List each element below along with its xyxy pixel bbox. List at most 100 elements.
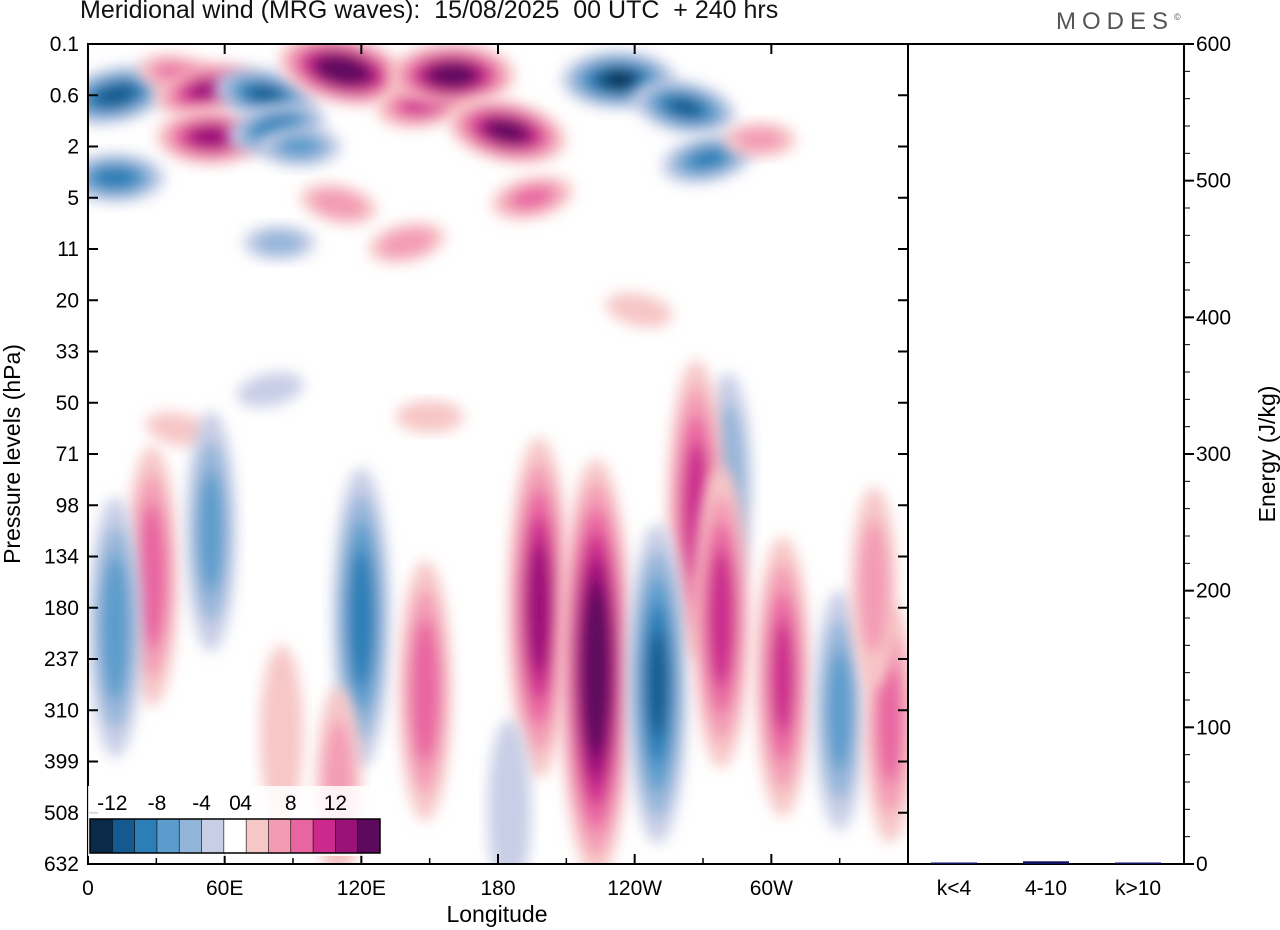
contour-feature xyxy=(605,292,673,328)
contour-feature xyxy=(242,225,316,261)
colorbar-label: 12 xyxy=(324,792,347,815)
modes-logo-text: MODES xyxy=(1056,8,1175,35)
modes-logo: MODES© xyxy=(1056,8,1181,36)
colorbar-label: -8 xyxy=(148,792,167,815)
contour-level xyxy=(410,618,440,764)
contour-level xyxy=(605,292,673,328)
energy-bar xyxy=(931,862,977,864)
contour-level xyxy=(236,372,304,408)
energy-category-label: k>10 xyxy=(1115,877,1161,900)
energy-tick-label: 300 xyxy=(1196,443,1231,466)
contour-level xyxy=(771,620,794,733)
colorbar-label: 4 xyxy=(240,792,252,815)
colorbar-label: -12 xyxy=(97,792,127,815)
contour-feature xyxy=(279,44,408,106)
contour-level xyxy=(735,127,785,152)
energy-category-label: 4-10 xyxy=(1025,877,1067,900)
colorbar-swatch xyxy=(335,819,359,853)
contour-feature xyxy=(390,44,515,108)
contour-level xyxy=(198,471,224,592)
longitude-tick-label: 0 xyxy=(82,877,94,900)
chart-title: Meridional wind (MRG waves): 15/08/2025 … xyxy=(80,0,779,24)
pressure-tick-label: 310 xyxy=(44,699,79,722)
colorbar-label: 0 xyxy=(229,792,241,815)
pressure-axis: 0.1 0.6 2 5 11 20 33 50 71 98 134 180 237 310 399 508 63… xyxy=(44,33,908,876)
energy-panel-frame xyxy=(907,43,1185,865)
pressure-tick-label: 632 xyxy=(44,853,79,876)
energy-tick-label: 500 xyxy=(1196,170,1231,193)
colorbar-swatch xyxy=(179,819,203,853)
colorbar-swatch xyxy=(313,819,336,853)
colorbar-label: -4 xyxy=(192,792,211,815)
energy-category-label: k<4 xyxy=(937,877,972,900)
energy-tick-label: 200 xyxy=(1196,580,1231,603)
contour-level xyxy=(647,630,668,738)
pressure-tick-label: 0.6 xyxy=(50,84,79,107)
contour-feature xyxy=(88,153,165,203)
contour-feature xyxy=(258,126,342,167)
colorbar-swatch xyxy=(112,819,136,853)
pressure-tick-label: 11 xyxy=(57,238,79,261)
contour-feature xyxy=(185,411,237,652)
contour-level xyxy=(279,136,321,157)
contour-level xyxy=(248,86,283,105)
energy-axis: 0 100 200 300 400 500 600 xyxy=(1184,33,1231,876)
contour-level xyxy=(348,549,375,687)
contour-feature xyxy=(851,487,897,688)
contour-feature xyxy=(448,99,566,164)
contour-level xyxy=(602,71,636,89)
energy-tick-label: 400 xyxy=(1196,306,1231,329)
contour-level xyxy=(379,228,435,258)
pressure-tick-label: 237 xyxy=(44,648,79,671)
contour-feature xyxy=(692,467,751,768)
contour-feature xyxy=(260,644,304,825)
contour-feature xyxy=(814,590,865,831)
pressure-axis-title: Pressure levels (hPa) xyxy=(0,344,25,564)
contour-feature xyxy=(507,437,571,778)
colorbar-swatch xyxy=(246,819,269,853)
longitude-axis-title: Longitude xyxy=(446,901,547,927)
contour-level xyxy=(858,520,890,654)
contour-level xyxy=(94,84,136,107)
contour-feature xyxy=(627,523,688,844)
energy-bar xyxy=(1023,861,1069,864)
contour-level xyxy=(92,166,138,190)
energy-bars xyxy=(931,861,1161,864)
contour-level xyxy=(877,662,903,783)
contour-feature xyxy=(561,51,676,109)
pressure-tick-label: 50 xyxy=(56,392,79,415)
pressure-tick-label: 508 xyxy=(44,802,79,825)
colorbar-swatch xyxy=(268,819,292,853)
pressure-tick-label: 98 xyxy=(56,494,79,517)
contour-level xyxy=(311,189,366,219)
contour-feature xyxy=(559,459,632,864)
contour-feature xyxy=(755,536,811,817)
contour-level xyxy=(667,98,702,117)
contour-level xyxy=(190,126,232,148)
longitude-tick-label: 120E xyxy=(337,877,386,900)
contour-level xyxy=(827,650,853,771)
energy-categories: k<4 4-10 k>10 xyxy=(937,877,1161,900)
contour-feature xyxy=(88,66,170,125)
pressure-tick-label: 20 xyxy=(56,289,79,312)
energy-tick-label: 0 xyxy=(1196,853,1208,876)
contour-feature xyxy=(398,560,452,821)
longitude-tick-label: 120W xyxy=(607,877,662,900)
heatmap-contours xyxy=(88,44,908,864)
colorbar-label: 8 xyxy=(285,792,297,815)
contour-level xyxy=(395,400,464,433)
contour-level xyxy=(527,542,551,674)
pressure-tick-label: 5 xyxy=(67,187,79,210)
pressure-tick-label: 33 xyxy=(56,341,79,364)
pressure-tick-label: 0.1 xyxy=(50,33,79,56)
longitude-tick-label: 60W xyxy=(750,877,793,900)
pressure-tick-label: 180 xyxy=(44,597,79,620)
contour-level xyxy=(511,186,553,209)
contour-level xyxy=(487,719,531,864)
longitude-tick-label: 180 xyxy=(480,877,515,900)
energy-axis-title: Energy (J/kg) xyxy=(1254,386,1280,523)
pressure-tick-label: 399 xyxy=(44,751,79,774)
contour-level xyxy=(487,120,527,143)
contour-level xyxy=(255,231,304,255)
